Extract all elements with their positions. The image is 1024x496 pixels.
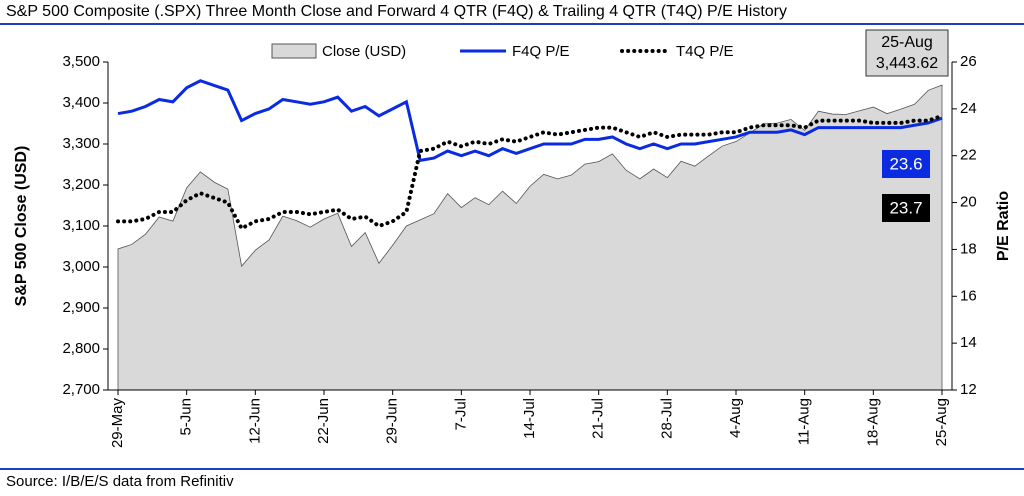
- y-tick-label: 2,800: [62, 340, 100, 357]
- y-tick-label: 2,900: [62, 299, 100, 316]
- annotation-t4q: 23.7: [889, 198, 922, 217]
- y2-tick-label: 26: [960, 53, 977, 70]
- y2-tick-label: 22: [960, 147, 977, 164]
- y2-tick-label: 16: [960, 287, 977, 304]
- y2-axis-title: P/E Ratio: [995, 191, 1012, 261]
- legend-label: Close (USD): [322, 43, 406, 60]
- y2-tick-label: 18: [960, 240, 977, 257]
- x-tick-label: 5-Jun: [178, 398, 195, 436]
- annotation-close: 3,443.62: [876, 55, 938, 72]
- x-tick-label: 7-Jul: [452, 398, 469, 431]
- x-tick-label: 21-Jul: [590, 398, 607, 439]
- t4q-box: [882, 194, 930, 222]
- x-tick-label: 29-May: [109, 398, 126, 449]
- y-tick-label: 3,000: [62, 258, 100, 275]
- x-tick-label: 12-Jun: [246, 398, 263, 444]
- x-tick-label: 29-Jun: [384, 398, 401, 444]
- y2-tick-label: 24: [960, 100, 977, 117]
- y-tick-label: 3,100: [62, 217, 100, 234]
- y-tick-label: 3,500: [62, 53, 100, 70]
- y-axis-title: S&P 500 Close (USD): [13, 146, 30, 307]
- y2-tick-label: 14: [960, 334, 977, 351]
- f4q-line: [117, 79, 943, 163]
- t4q-line: [116, 113, 944, 232]
- y-tick-label: 2,700: [62, 381, 100, 398]
- legend-label: F4Q P/E: [512, 43, 570, 60]
- x-tick-label: 28-Jul: [658, 398, 675, 439]
- source: Source: I/B/E/S data from Refinitiv: [6, 473, 234, 490]
- x-tick-label: 18-Aug: [864, 398, 881, 446]
- x-tick-label: 14-Jul: [521, 398, 538, 439]
- x-tick-label: 11-Aug: [796, 398, 813, 445]
- date-box: [865, 29, 949, 77]
- chart-title: S&P 500 Composite (.SPX) Three Month Clo…: [6, 3, 787, 20]
- legend-swatch: [271, 43, 317, 59]
- x-tick-label: 22-Jun: [315, 398, 332, 444]
- annotation-f4q: 23.6: [889, 154, 922, 173]
- x-tick-label: 4-Aug: [727, 398, 744, 438]
- x-tick-label: 25-Aug: [933, 398, 950, 446]
- f4q-box: [882, 150, 930, 178]
- legend-label: T4Q P/E: [676, 43, 734, 60]
- close-area: [117, 84, 943, 391]
- y2-tick-label: 20: [960, 194, 977, 211]
- annotation-date: 25-Aug: [881, 34, 933, 51]
- y2-tick-label: 12: [960, 381, 977, 398]
- y-tick-label: 3,300: [62, 135, 100, 152]
- y-tick-label: 3,400: [62, 94, 100, 111]
- y-tick-label: 3,200: [62, 176, 100, 193]
